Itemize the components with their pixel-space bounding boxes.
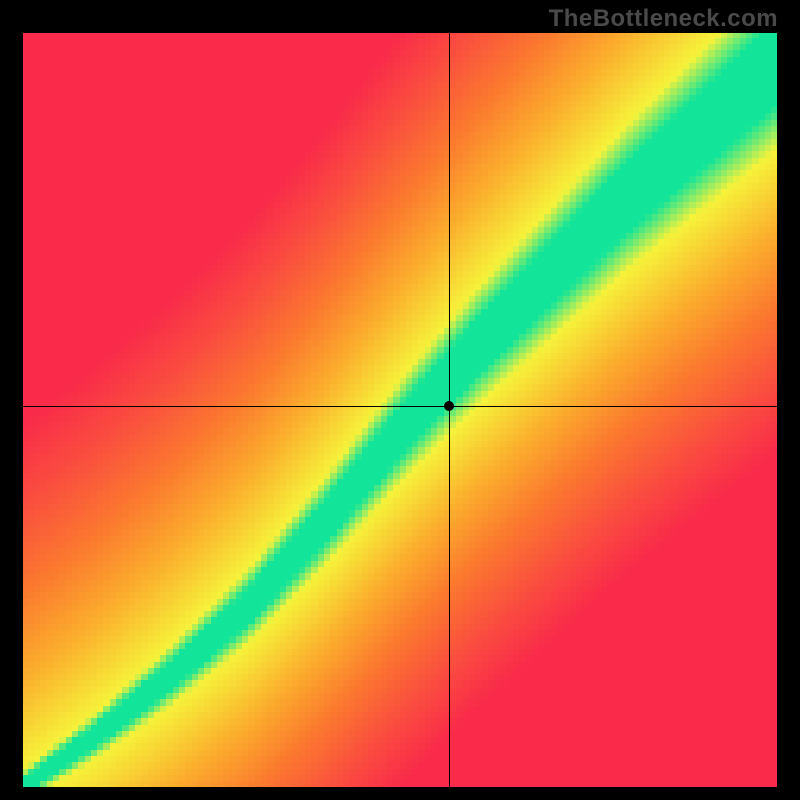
crosshair-horizontal [22,406,778,407]
watermark-text: TheBottleneck.com [549,5,778,33]
chart-container: TheBottleneck.com [0,0,800,800]
bottleneck-heatmap [22,32,778,788]
